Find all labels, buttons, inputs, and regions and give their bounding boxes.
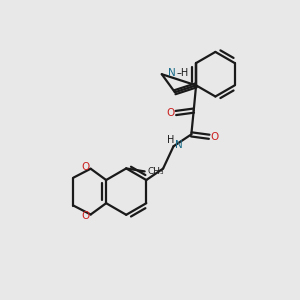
Text: H: H	[167, 135, 175, 145]
Text: O: O	[81, 162, 89, 172]
Text: CH₃: CH₃	[147, 167, 164, 176]
Text: N: N	[168, 68, 176, 78]
Text: –H: –H	[177, 68, 189, 78]
Text: N: N	[175, 140, 182, 150]
Text: O: O	[81, 211, 89, 221]
Text: O: O	[210, 132, 219, 142]
Text: O: O	[167, 108, 175, 118]
